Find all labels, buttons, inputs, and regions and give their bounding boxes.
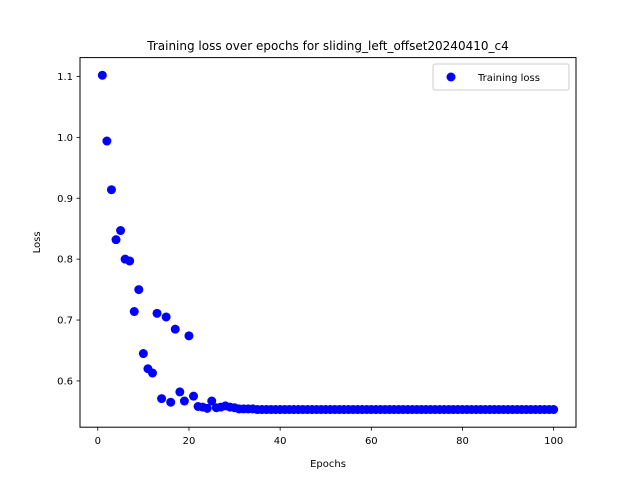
data-point <box>157 394 167 404</box>
x-tick-label: 0 <box>95 436 101 447</box>
data-point <box>175 387 185 397</box>
data-point <box>179 396 189 406</box>
data-point <box>147 368 157 378</box>
data-point <box>184 331 194 341</box>
x-tick-label: 100 <box>544 436 563 447</box>
data-point <box>116 226 126 236</box>
y-axis-label: Loss <box>32 231 43 253</box>
legend: Training loss <box>432 63 570 91</box>
data-point <box>166 397 176 407</box>
plot-area <box>97 70 559 415</box>
x-tick-label: 20 <box>183 436 196 447</box>
x-axis-label: Epochs <box>310 459 346 470</box>
data-point <box>111 235 121 245</box>
y-tick-label: 1.1 <box>57 72 73 83</box>
data-point <box>129 307 139 317</box>
legend-box <box>432 63 570 91</box>
data-point <box>170 324 180 334</box>
y-axis-ticks: 0.6 0.7 0.8 0.9 1.0 1.1 <box>57 72 80 387</box>
y-tick-label: 1.0 <box>57 133 73 144</box>
data-point <box>138 349 148 359</box>
x-tick-label: 40 <box>274 436 287 447</box>
data-point <box>106 185 116 195</box>
data-point <box>189 391 199 401</box>
axes-frame <box>79 57 577 428</box>
data-point <box>549 405 559 415</box>
data-point <box>152 308 162 318</box>
data-point <box>125 256 135 266</box>
data-point <box>102 136 112 146</box>
data-point <box>202 403 212 413</box>
chart-title: Training loss over epochs for sliding_le… <box>146 39 508 53</box>
data-point <box>97 70 107 80</box>
data-point <box>161 312 171 322</box>
y-tick-label: 0.6 <box>57 376 73 387</box>
x-tick-label: 80 <box>456 436 469 447</box>
y-tick-label: 0.9 <box>57 194 73 205</box>
y-tick-label: 0.7 <box>57 316 73 327</box>
x-axis-ticks: 0 20 40 60 80 100 <box>95 427 563 447</box>
legend-marker <box>446 72 456 82</box>
legend-label: Training loss <box>477 73 540 84</box>
data-point <box>207 396 217 406</box>
y-tick-label: 0.8 <box>57 255 73 266</box>
x-tick-label: 60 <box>365 436 378 447</box>
data-point <box>134 285 144 295</box>
